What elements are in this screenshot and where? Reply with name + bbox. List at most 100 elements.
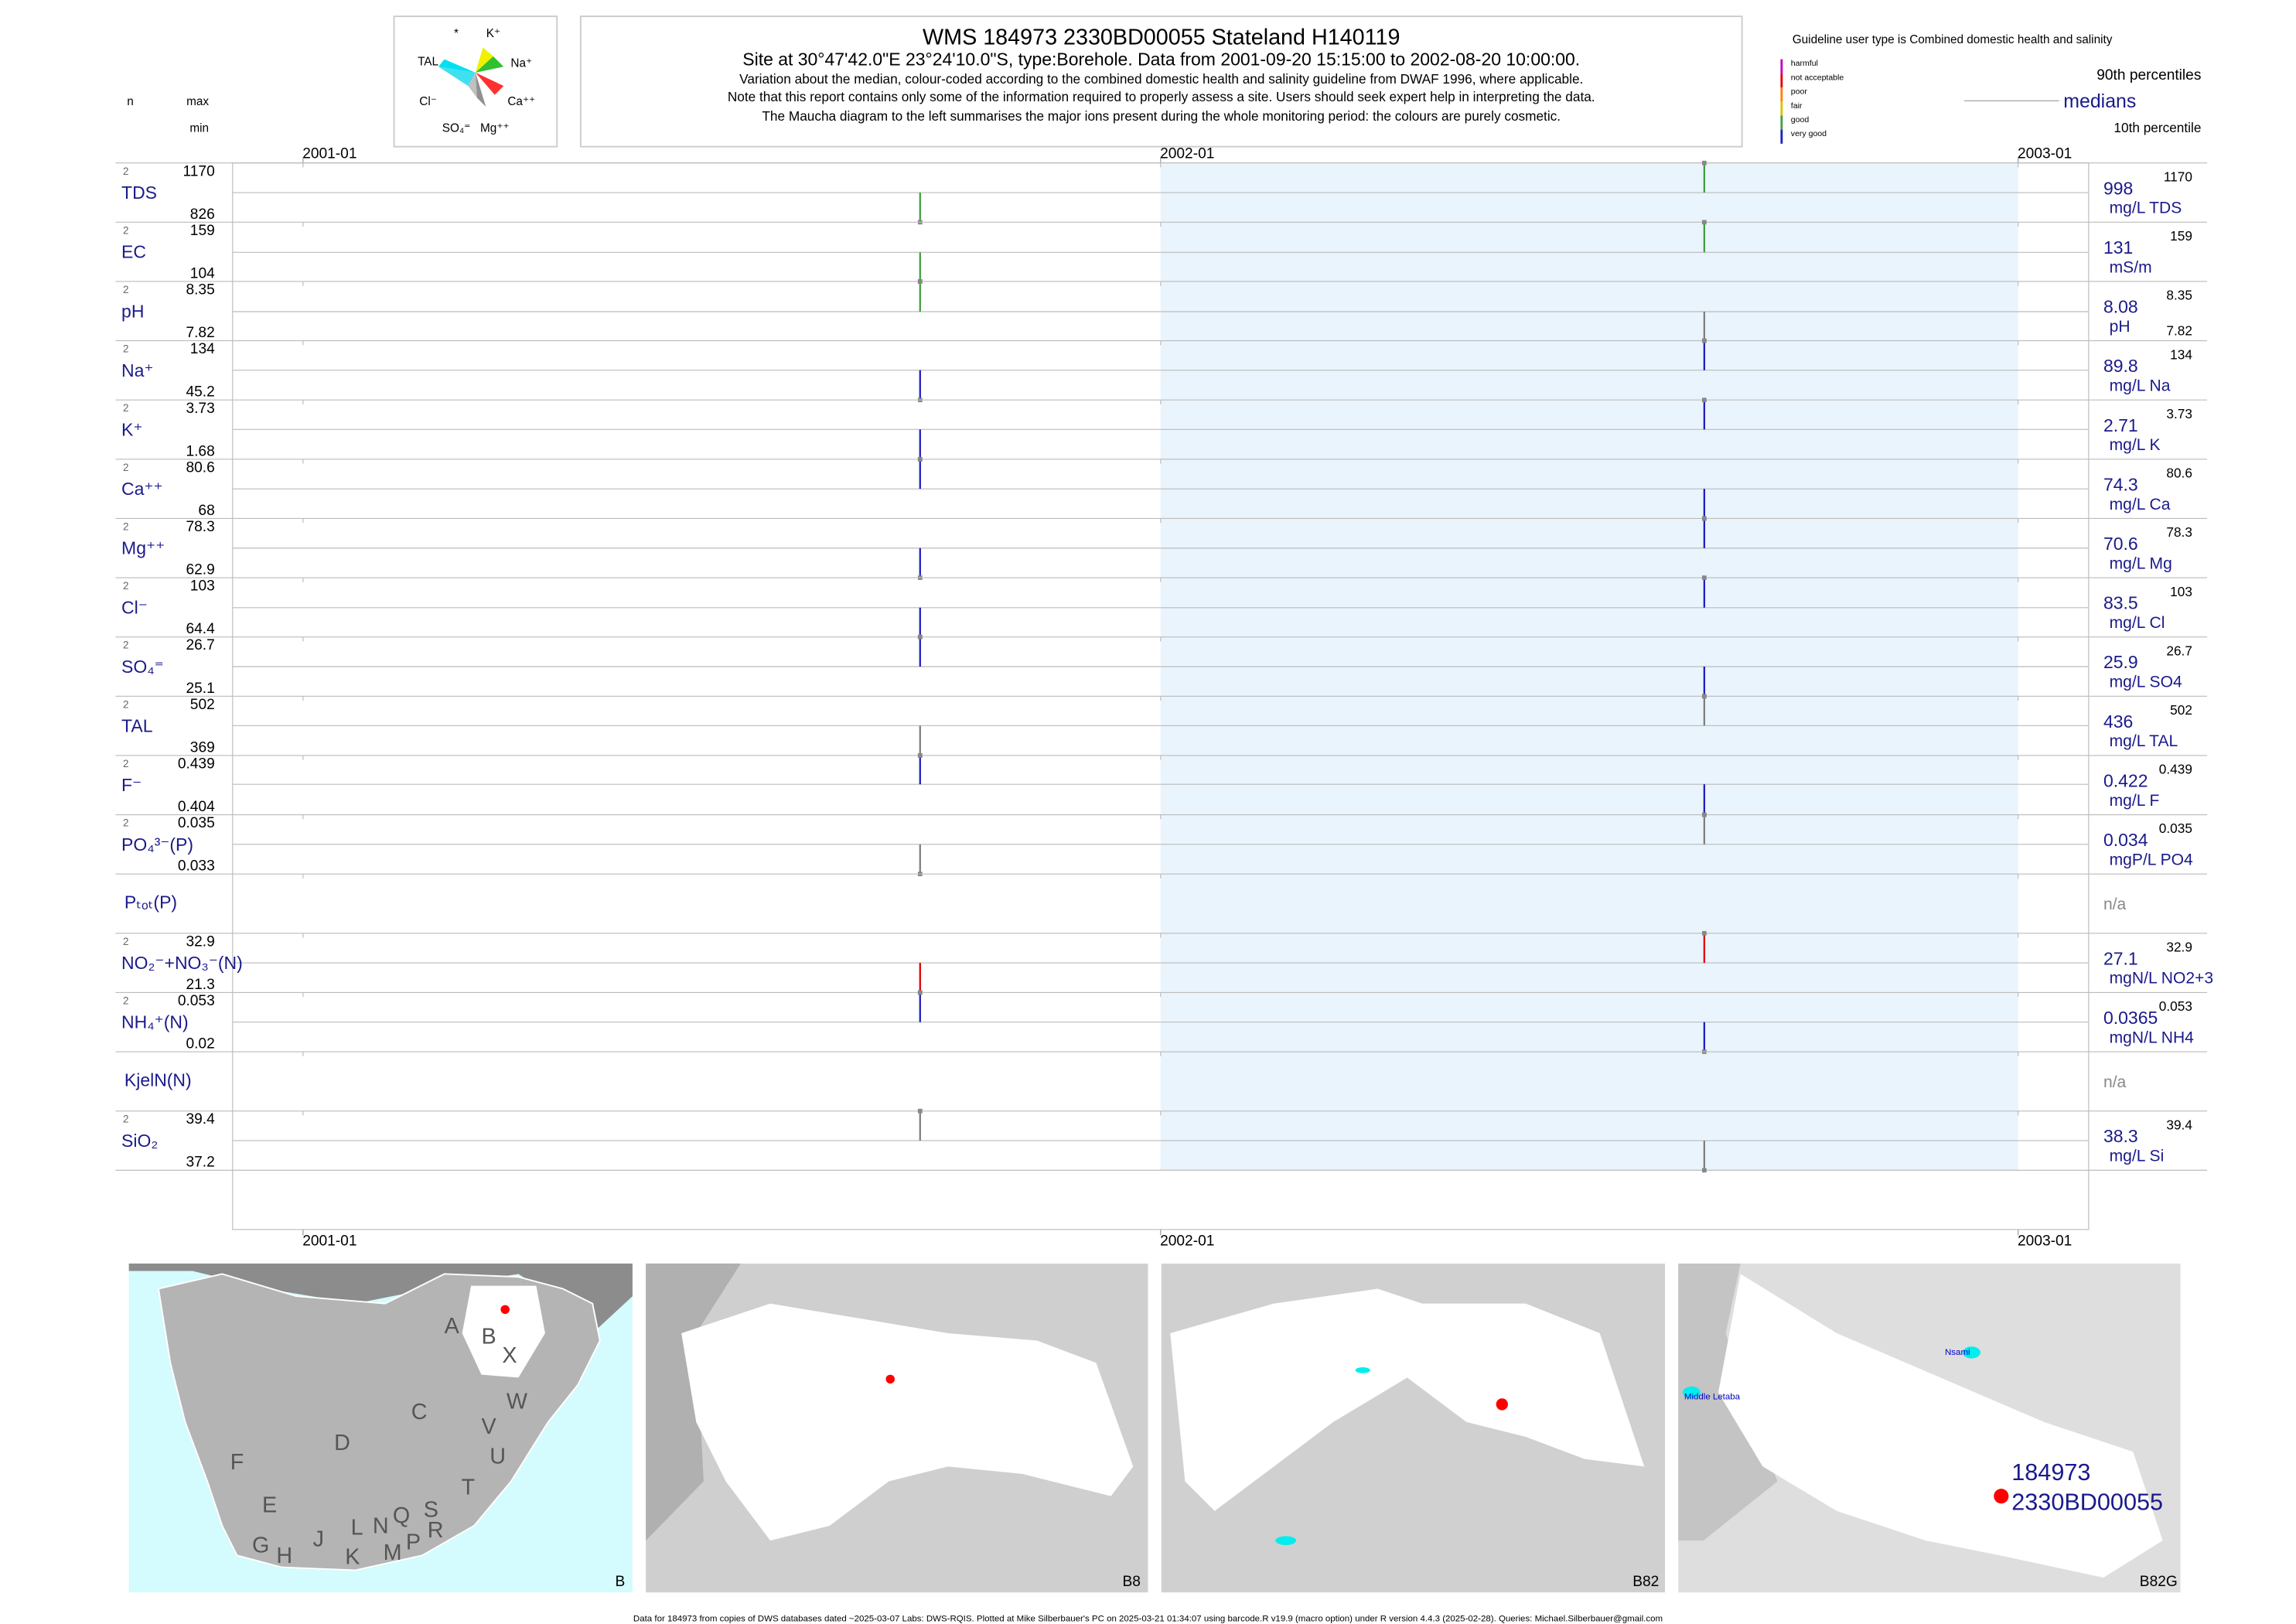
value-dot	[917, 753, 923, 758]
n-label: 2	[123, 580, 128, 592]
region-label: B	[482, 1324, 496, 1349]
n-label: 2	[123, 284, 128, 295]
class-swatch	[1780, 115, 1783, 130]
region-label: K	[345, 1545, 360, 1570]
x-tick-label: 2003-01	[2018, 145, 2072, 162]
n-label: 2	[123, 1114, 128, 1125]
class-label: poor	[1791, 87, 1808, 97]
value-dot	[917, 456, 923, 462]
value-dot	[1701, 516, 1707, 521]
median-value: 70.6	[2103, 534, 2138, 554]
note: Variation about the median, colour-coded…	[739, 71, 1583, 87]
min-label: 7.82	[186, 325, 214, 341]
unit-label: mgN/L NH4	[2110, 1029, 2195, 1046]
x-tick-label: 2001-01	[302, 1233, 357, 1249]
value-dot	[1701, 220, 1707, 225]
max-right: 0.035	[2159, 821, 2192, 836]
region-label: D	[334, 1431, 350, 1455]
maucha-petal	[438, 67, 476, 87]
max-label: 80.6	[186, 459, 214, 476]
site-dot	[1994, 1489, 2009, 1504]
median-value: 38.3	[2103, 1126, 2138, 1146]
region-label: W	[507, 1390, 528, 1414]
catchment	[1170, 1288, 1645, 1511]
median-value: 83.5	[2103, 593, 2138, 613]
maucha-label: Na⁺	[510, 56, 532, 70]
max-label: 0.439	[178, 756, 215, 772]
max-label: 78.3	[186, 519, 214, 535]
x-tick-label: 2002-01	[1160, 1233, 1214, 1249]
maucha-label: K⁺	[486, 27, 500, 40]
min-label: 826	[190, 206, 215, 223]
class-label: very good	[1791, 129, 1827, 138]
value-dot	[917, 279, 923, 284]
max-right: 1170	[2164, 169, 2192, 184]
catchment-b	[462, 1285, 545, 1378]
col-n: n	[127, 95, 134, 108]
region-label: U	[490, 1444, 506, 1469]
region-label: M	[384, 1540, 402, 1565]
median-value: 89.8	[2103, 356, 2138, 376]
param-label: PO₄³⁻(P)	[121, 834, 193, 855]
max-right: 0.439	[2159, 762, 2192, 777]
col-min: min	[189, 122, 209, 135]
region-label: S	[424, 1497, 438, 1522]
region-label: C	[411, 1400, 428, 1424]
max-label: 39.4	[186, 1111, 215, 1128]
max-label: 1170	[183, 163, 215, 179]
map-name: B82	[1632, 1574, 1659, 1590]
min-label: 21.3	[186, 977, 214, 993]
median-value: 998	[2103, 178, 2133, 198]
catchment	[681, 1303, 1134, 1541]
unit-label: pH	[2110, 318, 2131, 336]
x-tick-label: 2003-01	[2018, 1233, 2072, 1249]
median-value: 27.1	[2103, 948, 2138, 968]
value-dot	[1701, 397, 1707, 403]
unit-label: mgN/L NO2+3	[2110, 970, 2213, 988]
value-dot	[1701, 338, 1707, 343]
median-label: medians	[2063, 90, 2136, 112]
site-dot	[1496, 1398, 1508, 1411]
class-swatch	[1780, 101, 1783, 116]
value-dot	[917, 1108, 923, 1114]
maucha-petal	[475, 72, 504, 95]
param-label: K⁺	[121, 420, 142, 440]
n-label: 2	[123, 520, 128, 532]
max-right: 39.4	[2166, 1117, 2192, 1132]
map-name: B	[616, 1574, 626, 1590]
region-label: R	[428, 1518, 444, 1543]
guideline-title: Guideline user type is Combined domestic…	[1793, 33, 2113, 46]
unit-label: mg/L TDS	[2110, 200, 2182, 217]
class-label: not acceptable	[1791, 73, 1844, 82]
footer: Data for 184973 from copies of DWS datab…	[633, 1615, 1663, 1624]
value-dot	[917, 990, 923, 995]
n-label: 2	[123, 402, 128, 414]
x-tick-label: 2002-01	[1160, 145, 1214, 162]
unit-label: mg/L Mg	[2110, 554, 2172, 572]
param-label: NH₄⁺(N)	[121, 1012, 189, 1032]
unit-label: mg/L Cl	[2110, 614, 2165, 632]
max-right: 0.053	[2159, 998, 2192, 1014]
land-neighbour	[128, 1263, 633, 1333]
min-label: 0.02	[186, 1036, 214, 1053]
value-dot	[1701, 812, 1707, 817]
maucha-label: TAL	[418, 56, 438, 69]
maucha-label: SO₄⁼	[442, 122, 470, 135]
n-label: 2	[123, 995, 128, 1006]
maucha-label: Mg⁺⁺	[480, 122, 509, 135]
maucha-petal	[468, 72, 477, 98]
unit-label: mg/L Si	[2110, 1148, 2165, 1165]
unit-label: mg/L Ca	[2110, 496, 2171, 513]
min-label: 64.4	[186, 621, 215, 637]
max-right: 3.73	[2166, 406, 2192, 421]
min-label: 1.68	[186, 443, 214, 459]
region-label: Q	[393, 1503, 410, 1528]
map-name: B8	[1123, 1574, 1141, 1590]
param-label: Na⁺	[121, 360, 154, 380]
maucha-petal	[438, 59, 476, 73]
class-swatch	[1780, 73, 1783, 88]
unit-label: mg/L K	[2110, 436, 2161, 454]
p90-label: 90th percentiles	[2096, 67, 2201, 84]
unit-label: mg/L F	[2110, 792, 2160, 810]
